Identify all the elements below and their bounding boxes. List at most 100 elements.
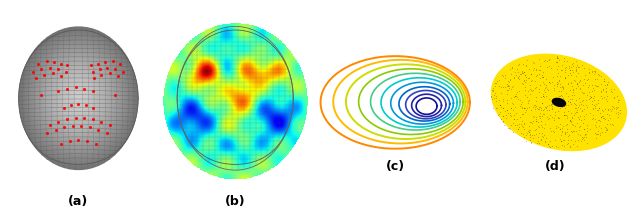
Polygon shape bbox=[198, 52, 273, 145]
Point bbox=[589, 77, 600, 81]
Point bbox=[552, 74, 562, 78]
Point bbox=[76, 124, 86, 127]
Point bbox=[557, 126, 567, 129]
Point bbox=[585, 96, 595, 100]
Polygon shape bbox=[189, 41, 282, 156]
Point bbox=[516, 70, 527, 74]
Point bbox=[589, 69, 599, 73]
Point bbox=[47, 72, 58, 75]
Point bbox=[554, 78, 564, 81]
Point bbox=[611, 106, 621, 109]
Ellipse shape bbox=[543, 93, 568, 112]
Point bbox=[573, 115, 584, 119]
Point bbox=[536, 125, 547, 129]
Point bbox=[550, 144, 561, 147]
Point bbox=[42, 59, 52, 63]
Point bbox=[599, 79, 609, 83]
Polygon shape bbox=[44, 57, 113, 140]
Point bbox=[589, 88, 599, 91]
Point bbox=[570, 111, 580, 114]
Ellipse shape bbox=[500, 60, 617, 144]
Polygon shape bbox=[186, 37, 285, 159]
Point bbox=[509, 94, 520, 98]
Point bbox=[551, 98, 561, 101]
Point bbox=[534, 68, 544, 72]
Point bbox=[577, 108, 587, 111]
Point bbox=[563, 66, 573, 70]
Point bbox=[606, 89, 616, 93]
Point bbox=[549, 83, 559, 86]
Point bbox=[490, 91, 500, 95]
Point bbox=[509, 113, 519, 117]
Point bbox=[566, 65, 577, 69]
Point bbox=[584, 97, 594, 100]
Polygon shape bbox=[179, 28, 292, 168]
Point bbox=[559, 111, 569, 114]
Point bbox=[547, 103, 557, 106]
Point bbox=[554, 122, 564, 126]
Ellipse shape bbox=[513, 70, 602, 135]
Point bbox=[552, 83, 563, 86]
Point bbox=[492, 79, 502, 83]
Point bbox=[564, 134, 574, 137]
Point bbox=[507, 66, 517, 69]
Point bbox=[593, 102, 603, 105]
Point bbox=[573, 85, 583, 88]
Polygon shape bbox=[225, 86, 245, 111]
Point bbox=[556, 93, 566, 97]
Point bbox=[600, 125, 611, 129]
Point bbox=[579, 127, 589, 131]
Point bbox=[570, 106, 580, 110]
Point bbox=[538, 70, 548, 74]
Point bbox=[554, 79, 564, 82]
Point bbox=[570, 103, 580, 106]
Polygon shape bbox=[59, 75, 98, 122]
Point bbox=[599, 116, 609, 119]
Point bbox=[570, 140, 580, 143]
Point bbox=[566, 81, 576, 85]
Point bbox=[605, 109, 616, 113]
Point bbox=[560, 75, 570, 79]
Point bbox=[571, 59, 581, 62]
Point bbox=[579, 127, 589, 131]
Point bbox=[538, 92, 548, 95]
Point bbox=[89, 76, 99, 79]
Polygon shape bbox=[191, 44, 279, 152]
Point bbox=[546, 66, 556, 70]
Point bbox=[534, 72, 544, 76]
Point bbox=[552, 126, 563, 129]
Point bbox=[543, 89, 553, 92]
Point bbox=[602, 94, 612, 97]
Point bbox=[557, 105, 568, 108]
Ellipse shape bbox=[493, 56, 624, 149]
Point bbox=[614, 108, 625, 112]
Point bbox=[493, 112, 504, 116]
Point bbox=[534, 69, 545, 72]
Point bbox=[579, 67, 589, 70]
Point bbox=[588, 107, 598, 110]
Point bbox=[566, 97, 577, 100]
Point bbox=[554, 89, 564, 92]
Point bbox=[519, 106, 529, 109]
Polygon shape bbox=[234, 97, 237, 100]
Ellipse shape bbox=[507, 66, 609, 139]
Point bbox=[550, 124, 561, 128]
Point bbox=[580, 132, 590, 136]
Polygon shape bbox=[211, 68, 260, 129]
Point bbox=[534, 114, 545, 117]
Point bbox=[609, 107, 619, 110]
Point bbox=[544, 144, 554, 148]
Point bbox=[529, 103, 539, 106]
Polygon shape bbox=[218, 77, 253, 120]
Point bbox=[502, 92, 512, 95]
Point bbox=[590, 83, 600, 87]
Point bbox=[545, 113, 555, 117]
Point bbox=[587, 100, 597, 103]
Point bbox=[605, 108, 616, 111]
Polygon shape bbox=[204, 59, 267, 138]
Point bbox=[607, 124, 618, 127]
Ellipse shape bbox=[521, 76, 593, 129]
Point bbox=[590, 118, 600, 121]
Point bbox=[547, 80, 557, 83]
Point bbox=[53, 68, 63, 71]
